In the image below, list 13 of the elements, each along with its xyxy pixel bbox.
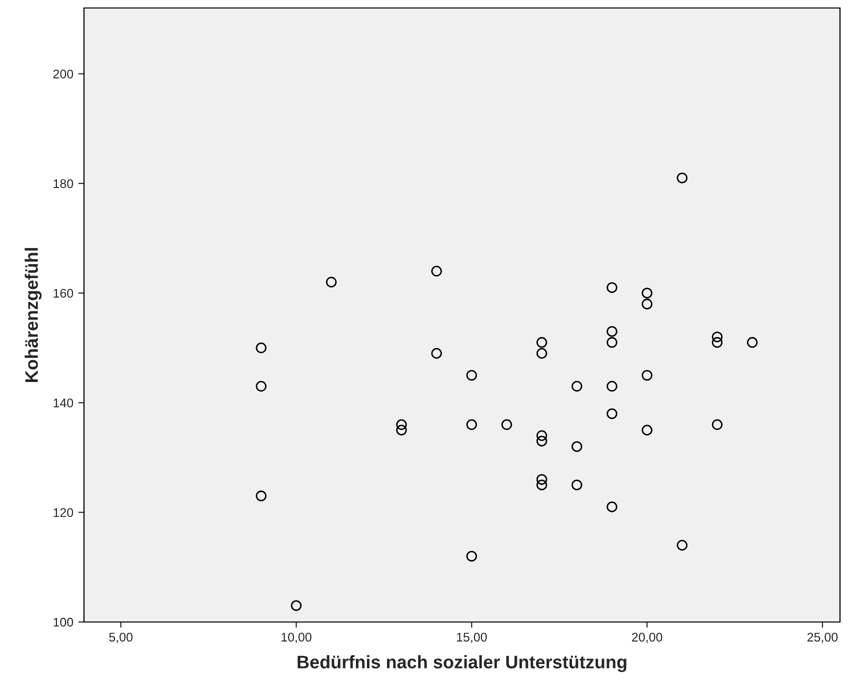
x-axis-title: Bedürfnis nach sozialer Unterstützung [298, 655, 626, 672]
y-tick-label: 200 [53, 70, 74, 78]
x-tick-label: 15,00 [456, 632, 487, 644]
x-tick-label: 20,00 [632, 632, 662, 644]
y-axis-title: Kohärenzgefühl [24, 248, 42, 382]
y-tick-label: 160 [54, 288, 74, 298]
y-tick-label: 120 [54, 508, 74, 518]
y-tick-label: 180 [54, 179, 74, 188]
y-tick-label: 100 [54, 618, 74, 627]
x-tick-label: 25,00 [807, 632, 838, 644]
x-tick-label: 5,00 [109, 632, 133, 644]
x-tick-label: 10,00 [282, 632, 312, 644]
y-tick-label: 140 [54, 398, 74, 408]
